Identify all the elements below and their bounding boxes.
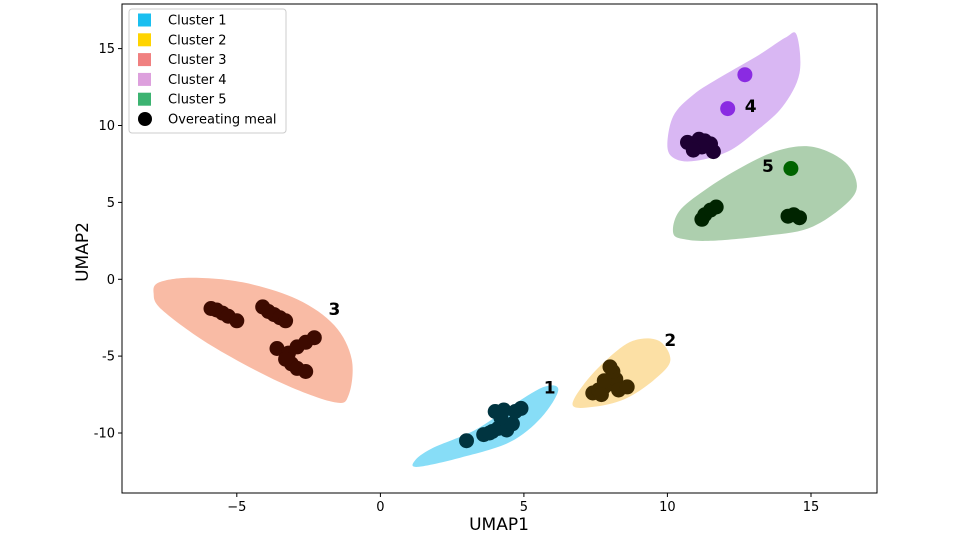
cluster-3-point bbox=[298, 364, 314, 379]
y-axis-ticks: -10 -5 0 5 10 15 bbox=[94, 42, 122, 442]
cluster-4-point bbox=[685, 142, 701, 158]
x-tick-label: 10 bbox=[659, 500, 676, 515]
x-axis-title: UMAP1 bbox=[469, 515, 529, 535]
cluster-3-point bbox=[278, 313, 294, 329]
legend-swatch-cluster-1 bbox=[138, 13, 151, 27]
cluster-1-label: 1 bbox=[544, 378, 556, 398]
cluster-1-point bbox=[513, 400, 529, 416]
legend-marker-overeating-meal bbox=[138, 112, 152, 126]
cluster-points bbox=[203, 67, 807, 449]
cluster-1-point bbox=[482, 425, 497, 441]
x-tick-label: 0 bbox=[376, 500, 384, 515]
cluster-1-point bbox=[487, 404, 503, 419]
cluster-2-point bbox=[619, 379, 635, 395]
cluster-3-point bbox=[229, 313, 245, 329]
x-tick-label: −5 bbox=[227, 500, 246, 515]
y-tick-label: -10 bbox=[94, 427, 115, 442]
cluster-1-point bbox=[459, 433, 474, 449]
cluster-3-point bbox=[306, 330, 322, 346]
x-tick-label: 15 bbox=[803, 500, 820, 515]
y-tick-label: 5 bbox=[107, 196, 115, 211]
cluster-5-point bbox=[708, 199, 724, 215]
cluster-3-label: 3 bbox=[328, 300, 340, 320]
legend-label-cluster-2: Cluster 2 bbox=[168, 33, 227, 48]
cluster-2-label: 2 bbox=[664, 331, 676, 351]
highlight-point bbox=[783, 161, 799, 176]
cluster-4-point bbox=[705, 144, 721, 160]
x-tick-label: 5 bbox=[520, 500, 528, 515]
y-tick-label: -5 bbox=[102, 350, 115, 365]
legend-swatch-cluster-3 bbox=[138, 53, 151, 67]
cluster-2-point bbox=[602, 359, 618, 375]
cluster-3-point bbox=[278, 351, 294, 367]
cluster-3-point bbox=[269, 341, 285, 356]
y-tick-label: 10 bbox=[98, 119, 115, 134]
highlight-point bbox=[737, 67, 753, 83]
plot-frame bbox=[121, 3, 878, 494]
highlight-point bbox=[720, 101, 736, 117]
legend-label-overeating-meal: Overeating meal bbox=[168, 113, 277, 128]
cluster-1-point bbox=[504, 416, 520, 432]
cluster-2-point bbox=[596, 373, 612, 389]
cluster-5-point bbox=[792, 210, 807, 226]
y-tick-label: 0 bbox=[107, 273, 115, 288]
x-axis-ticks: −5 0 5 10 15 bbox=[227, 493, 819, 515]
legend-swatch-cluster-4 bbox=[138, 72, 151, 86]
legend-swatch-cluster-2 bbox=[138, 33, 151, 47]
cluster-labels: 1 2 3 4 5 bbox=[328, 97, 773, 398]
cluster-5-hull bbox=[672, 146, 857, 241]
legend-label-cluster-1: Cluster 1 bbox=[168, 14, 227, 29]
legend-label-cluster-5: Cluster 5 bbox=[168, 93, 227, 108]
cluster-5-label: 5 bbox=[762, 157, 774, 177]
y-tick-label: 15 bbox=[98, 42, 115, 57]
legend-frame bbox=[128, 8, 287, 134]
legend-swatch-cluster-5 bbox=[138, 92, 151, 106]
cluster-2-point bbox=[593, 387, 609, 403]
y-axis-title: UMAP2 bbox=[73, 222, 93, 282]
legend: Cluster 1 Cluster 2 Cluster 3 Cluster 4 Clus… bbox=[128, 8, 287, 134]
cluster-4-label: 4 bbox=[745, 97, 757, 117]
legend-label-cluster-3: Cluster 3 bbox=[168, 53, 227, 68]
legend-label-cluster-4: Cluster 4 bbox=[168, 73, 227, 88]
cluster-4-hull bbox=[667, 32, 801, 162]
